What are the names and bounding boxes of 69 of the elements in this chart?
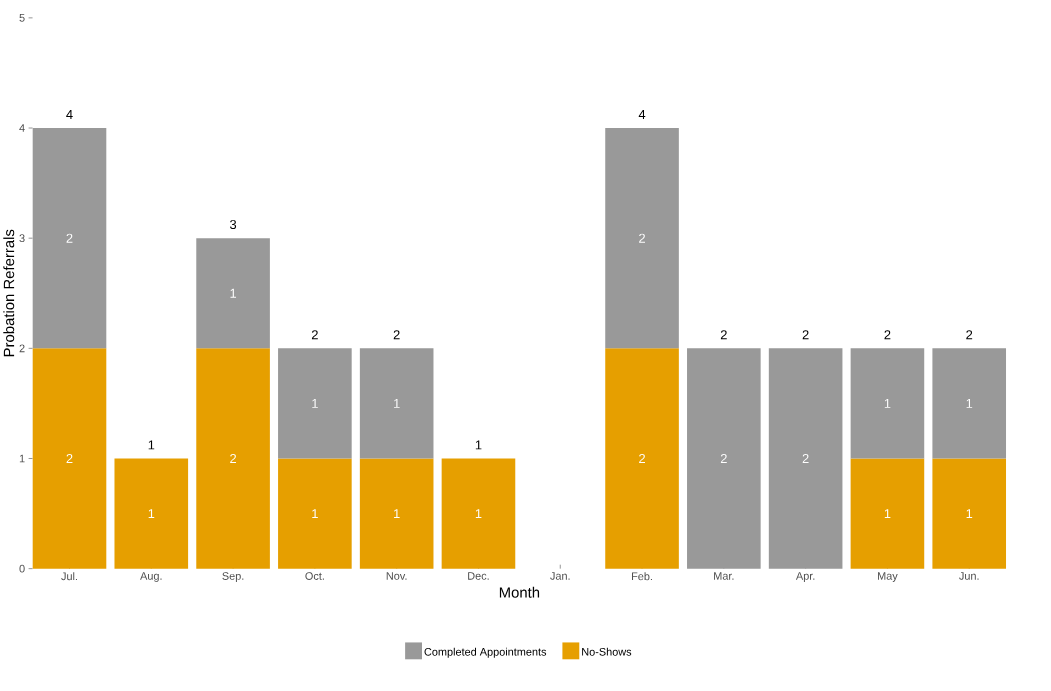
data-label: 1 bbox=[884, 509, 891, 519]
bar bbox=[850, 458, 925, 569]
bar bbox=[278, 348, 352, 459]
total-label: 2 bbox=[802, 330, 809, 340]
data-label: 2 bbox=[230, 454, 237, 464]
total-label: 1 bbox=[148, 440, 155, 450]
x-tick-label: Jun. bbox=[959, 572, 979, 580]
data-label: 1 bbox=[884, 399, 891, 408]
total-label: 1 bbox=[475, 440, 482, 450]
y-tick-label: 1 bbox=[19, 454, 25, 463]
x-tick-label: Sep. bbox=[222, 572, 244, 583]
x-axis-title: Month bbox=[499, 586, 540, 598]
bar bbox=[932, 348, 1007, 459]
bar bbox=[441, 458, 516, 569]
legend-label: No-Shows bbox=[582, 647, 632, 656]
x-tick-label: Jan. bbox=[550, 572, 570, 580]
bar bbox=[196, 348, 270, 569]
bar bbox=[768, 348, 843, 569]
bar bbox=[932, 458, 1007, 569]
x-tick-label: Nov. bbox=[386, 572, 407, 580]
data-label: 2 bbox=[802, 454, 809, 464]
y-tick-label: 0 bbox=[19, 564, 25, 573]
y-tick-label: 2 bbox=[19, 344, 25, 353]
x-tick-label: May bbox=[878, 572, 898, 583]
y-tick-label: 5 bbox=[19, 14, 25, 22]
total-label: 4 bbox=[66, 110, 73, 120]
data-label: 2 bbox=[639, 454, 645, 464]
x-tick-label: Aug. bbox=[140, 572, 162, 583]
x-tick-label: Mar. bbox=[714, 572, 734, 580]
bar bbox=[278, 458, 352, 569]
x-tick-label: Dec. bbox=[468, 572, 489, 580]
y-tick-label: 3 bbox=[19, 234, 25, 243]
y-axis-title: Probation Referrals bbox=[3, 229, 15, 357]
data-label: 1 bbox=[312, 399, 318, 408]
x-tick-label: Oct. bbox=[305, 572, 324, 581]
bar bbox=[605, 128, 679, 349]
total-label: 2 bbox=[720, 330, 727, 340]
bar bbox=[359, 458, 434, 569]
bar bbox=[196, 238, 270, 349]
bar bbox=[687, 348, 761, 569]
data-label: 2 bbox=[66, 233, 73, 243]
total-label: 2 bbox=[966, 330, 973, 340]
data-label: 1 bbox=[394, 399, 400, 408]
total-label: 2 bbox=[393, 330, 400, 340]
data-label: 1 bbox=[966, 509, 973, 519]
data-label: 1 bbox=[394, 509, 400, 519]
x-tick-label: Feb. bbox=[632, 572, 652, 581]
data-label: 1 bbox=[966, 399, 973, 408]
total-label: 2 bbox=[884, 330, 891, 340]
legend-label: Completed Appointments bbox=[424, 647, 547, 658]
data-label: 2 bbox=[639, 233, 645, 243]
bar bbox=[850, 348, 925, 459]
data-label: 2 bbox=[720, 454, 727, 464]
data-label: 1 bbox=[148, 509, 155, 519]
y-tick-label: 4 bbox=[19, 124, 25, 132]
data-label: 1 bbox=[475, 509, 482, 519]
total-label: 4 bbox=[638, 110, 646, 120]
total-label: 3 bbox=[229, 220, 237, 230]
data-label: 1 bbox=[312, 509, 318, 519]
total-label: 2 bbox=[311, 330, 318, 340]
bar bbox=[32, 128, 107, 349]
data-label: 1 bbox=[230, 288, 237, 298]
bar bbox=[32, 348, 107, 569]
x-tick-label: Jul. bbox=[61, 572, 77, 581]
bar bbox=[605, 348, 679, 569]
bar bbox=[114, 458, 189, 569]
data-label: 2 bbox=[66, 454, 73, 464]
bar bbox=[359, 348, 434, 459]
x-tick-label: Apr. bbox=[795, 572, 815, 583]
